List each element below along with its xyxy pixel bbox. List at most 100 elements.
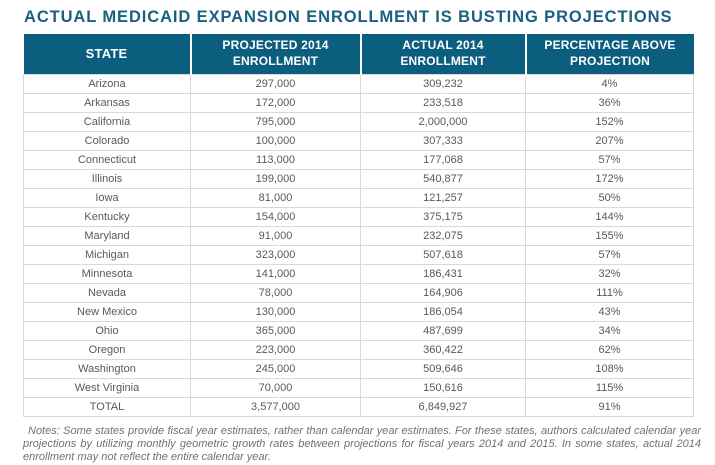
cell-percent: 36% (525, 93, 694, 113)
table-header: STATE PROJECTED 2014 ENROLLMENT ACTUAL 2… (23, 34, 694, 75)
cell-percent: 207% (525, 131, 694, 151)
cell-percent: 32% (525, 264, 694, 284)
table-row: Iowa 81,000 121,257 50% (23, 188, 694, 208)
cell-actual: 186,431 (360, 264, 526, 284)
table-row: Colorado 100,000 307,333 207% (23, 131, 694, 151)
cell-projected: 172,000 (190, 93, 361, 113)
cell-percent: 108% (525, 359, 694, 379)
cell-state: California (23, 112, 191, 132)
cell-projected: 3,577,000 (190, 397, 361, 417)
cell-actual: 307,333 (360, 131, 526, 151)
table-row: Illinois 199,000 540,877 172% (23, 169, 694, 189)
table-row: California 795,000 2,000,000 152% (23, 112, 694, 132)
cell-state: New Mexico (23, 302, 191, 322)
cell-state: Arizona (23, 74, 191, 94)
cell-percent: 50% (525, 188, 694, 208)
cell-state: Illinois (23, 169, 191, 189)
cell-actual: 540,877 (360, 169, 526, 189)
cell-actual: 487,699 (360, 321, 526, 341)
cell-projected: 81,000 (190, 188, 361, 208)
column-header-percentage-above: PERCENTAGE ABOVE PROJECTION (524, 34, 694, 75)
cell-state: Iowa (23, 188, 191, 208)
enrollment-table: STATE PROJECTED 2014 ENROLLMENT ACTUAL 2… (23, 34, 694, 417)
table-row-total: TOTAL 3,577,000 6,849,927 91% (23, 397, 694, 417)
cell-percent: 34% (525, 321, 694, 341)
cell-percent: 57% (525, 150, 694, 170)
cell-actual: 509,646 (360, 359, 526, 379)
cell-percent: 152% (525, 112, 694, 132)
cell-state: Nevada (23, 283, 191, 303)
figure-title: ACTUAL MEDICAID EXPANSION ENROLLMENT IS … (24, 8, 673, 26)
cell-percent: 144% (525, 207, 694, 227)
cell-projected: 113,000 (190, 150, 361, 170)
cell-state: Kentucky (23, 207, 191, 227)
column-header-state: STATE (23, 34, 191, 75)
table-row: Washington 245,000 509,646 108% (23, 359, 694, 379)
cell-projected: 323,000 (190, 245, 361, 265)
column-header-projected-2014: PROJECTED 2014 ENROLLMENT (189, 34, 361, 75)
cell-state: Oregon (23, 340, 191, 360)
cell-percent: 57% (525, 245, 694, 265)
cell-actual: 150,616 (360, 378, 526, 398)
cell-percent: 115% (525, 378, 694, 398)
cell-projected: 795,000 (190, 112, 361, 132)
cell-state: West Virginia (23, 378, 191, 398)
cell-percent: 111% (525, 283, 694, 303)
cell-state: Maryland (23, 226, 191, 246)
cell-state: Colorado (23, 131, 191, 151)
cell-actual: 309,232 (360, 74, 526, 94)
table-row: Michigan 323,000 507,618 57% (23, 245, 694, 265)
table-row: West Virginia 70,000 150,616 115% (23, 378, 694, 398)
cell-state: Connecticut (23, 150, 191, 170)
column-header-actual-2014: ACTUAL 2014 ENROLLMENT (359, 34, 526, 75)
table-body: Arizona 297,000 309,232 4% Arkansas 172,000 23… (23, 74, 694, 417)
cell-actual: 186,054 (360, 302, 526, 322)
cell-projected: 100,000 (190, 131, 361, 151)
cell-projected: 365,000 (190, 321, 361, 341)
cell-percent: 43% (525, 302, 694, 322)
cell-actual: 6,849,927 (360, 397, 526, 417)
header-row: STATE PROJECTED 2014 ENROLLMENT ACTUAL 2… (23, 34, 694, 75)
cell-projected: 78,000 (190, 283, 361, 303)
cell-state: Ohio (23, 321, 191, 341)
table-row: Ohio 365,000 487,699 34% (23, 321, 694, 341)
cell-actual: 164,906 (360, 283, 526, 303)
cell-state: Washington (23, 359, 191, 379)
cell-actual: 2,000,000 (360, 112, 526, 132)
cell-projected: 141,000 (190, 264, 361, 284)
cell-percent: 62% (525, 340, 694, 360)
cell-actual: 177,068 (360, 150, 526, 170)
table-row: Oregon 223,000 360,422 62% (23, 340, 694, 360)
cell-state: Michigan (23, 245, 191, 265)
cell-percent: 4% (525, 74, 694, 94)
cell-actual: 232,075 (360, 226, 526, 246)
cell-projected: 199,000 (190, 169, 361, 189)
table-row: Kentucky 154,000 375,175 144% (23, 207, 694, 227)
cell-projected: 245,000 (190, 359, 361, 379)
cell-actual: 507,618 (360, 245, 526, 265)
cell-percent: 91% (525, 397, 694, 417)
table-row: Maryland 91,000 232,075 155% (23, 226, 694, 246)
cell-projected: 223,000 (190, 340, 361, 360)
cell-projected: 91,000 (190, 226, 361, 246)
table-row: Connecticut 113,000 177,068 57% (23, 150, 694, 170)
cell-state: TOTAL (23, 397, 191, 417)
cell-percent: 155% (525, 226, 694, 246)
cell-state: Minnesota (23, 264, 191, 284)
table-row: Nevada 78,000 164,906 111% (23, 283, 694, 303)
table-row: Minnesota 141,000 186,431 32% (23, 264, 694, 284)
cell-projected: 154,000 (190, 207, 361, 227)
cell-actual: 233,518 (360, 93, 526, 113)
table-row: New Mexico 130,000 186,054 43% (23, 302, 694, 322)
cell-projected: 130,000 (190, 302, 361, 322)
cell-state: Arkansas (23, 93, 191, 113)
cell-percent: 172% (525, 169, 694, 189)
cell-actual: 121,257 (360, 188, 526, 208)
cell-actual: 375,175 (360, 207, 526, 227)
table-row: Arkansas 172,000 233,518 36% (23, 93, 694, 113)
cell-projected: 297,000 (190, 74, 361, 94)
table-row: Arizona 297,000 309,232 4% (23, 74, 694, 94)
cell-projected: 70,000 (190, 378, 361, 398)
cell-actual: 360,422 (360, 340, 526, 360)
